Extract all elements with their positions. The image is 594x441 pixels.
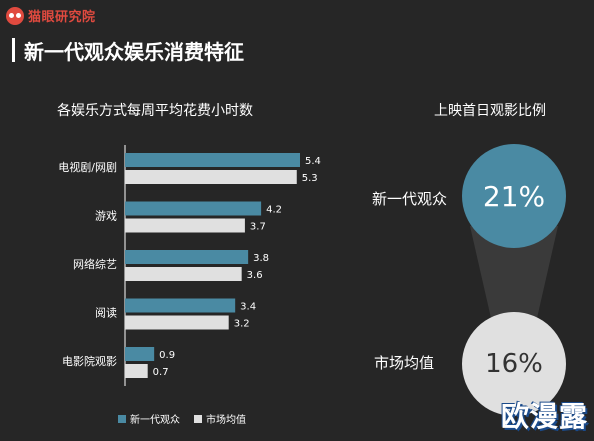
bar-value-label: 5.3 [302, 173, 318, 184]
bar-new-audience [125, 201, 262, 216]
category-label: 游戏 [95, 210, 117, 223]
bar-new-audience [125, 298, 236, 313]
bubble-market-average: 16% [462, 312, 566, 416]
bubble-chart-title: 上映首日观影比例 [434, 103, 546, 119]
bar-market-average [125, 170, 297, 184]
bar-value-label: 3.6 [247, 270, 263, 281]
bubble-new-audience: 21% [462, 144, 566, 248]
bar-chart-title: 各娱乐方式每周平均花费小时数 [57, 103, 253, 119]
category-label: 阅读 [95, 306, 117, 320]
bubble-new-value: 21% [482, 179, 546, 213]
bar-value-label: 4.2 [266, 205, 282, 216]
legend-item-new: 新一代观众 [118, 411, 180, 426]
page-title: 新一代观众娱乐消费特征 [24, 40, 244, 64]
bubble-label-new: 新一代观众 [372, 190, 448, 208]
bar-value-label: 5.4 [305, 156, 321, 167]
bar-market-average [125, 315, 229, 330]
legend-label-avg: 市场均值 [206, 415, 246, 426]
legend-item-avg: 市场均值 [194, 411, 246, 426]
brand-name: 猫眼研究院 [28, 10, 96, 25]
bar-value-label: 0.7 [153, 367, 169, 378]
bar-new-audience [125, 347, 155, 361]
category-label: 电影院观影 [62, 354, 117, 368]
legend-swatch-new [118, 414, 126, 423]
legend-label-new: 新一代观众 [130, 415, 180, 426]
bar-value-label: 0.9 [159, 350, 175, 361]
bubble-avg-value: 16% [485, 349, 543, 379]
bar-value-label: 3.8 [253, 253, 269, 264]
bubble-label-avg: 市场均值 [374, 354, 435, 372]
title-accent-bar [12, 38, 15, 62]
category-label: 网络综艺 [73, 257, 117, 271]
bar-market-average [125, 218, 245, 233]
funnel-shape [470, 226, 558, 340]
chart-legend: 新一代观众 市场均值 [118, 411, 246, 426]
category-label: 电视剧/网剧 [58, 160, 117, 174]
bar-value-label: 3.2 [234, 319, 250, 330]
watermark: 欧漫露 [500, 400, 588, 433]
bar-market-average [125, 364, 148, 378]
bar-new-audience [125, 153, 300, 167]
cat-logo-icon [6, 6, 24, 25]
bar-new-audience [125, 250, 249, 264]
bar-value-label: 3.4 [240, 302, 256, 313]
bar-market-average [125, 267, 242, 281]
bar-value-label: 3.7 [250, 222, 266, 233]
legend-swatch-avg [194, 414, 202, 423]
brand: 猫眼研究院 [6, 6, 96, 25]
